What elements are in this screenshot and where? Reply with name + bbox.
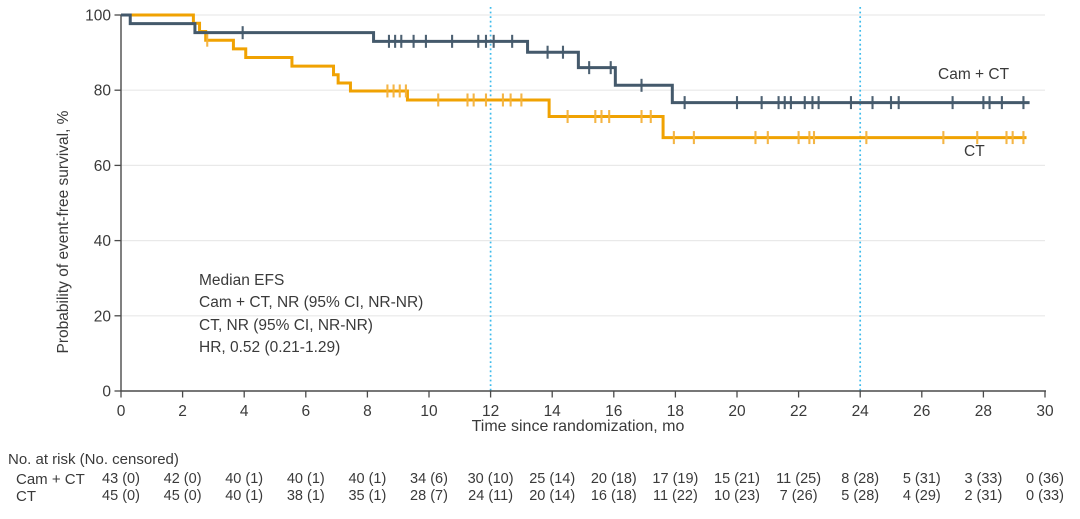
risk-cell: 40 (1)	[348, 471, 387, 487]
km-curve-Cam+CT	[121, 13, 1030, 105]
x-axis-title: Time since randomization, mo	[471, 418, 685, 435]
risk-cell: 3 (33)	[964, 471, 1003, 487]
x-tick-label: 2	[178, 403, 187, 420]
x-tick-label: 0	[117, 403, 126, 420]
x-tick-label: 12	[482, 403, 499, 420]
risk-cell: 0 (36)	[1026, 471, 1064, 487]
annotation-line-ct: CT, NR (95% CI, NR-NR)	[199, 316, 373, 334]
risk-cell: 24 (11)	[468, 488, 514, 504]
risk-row-label-ct: CT	[16, 488, 36, 505]
risk-cell: 40 (1)	[225, 488, 264, 504]
risk-cell: 11 (22)	[652, 488, 698, 504]
risk-cell: 8 (28)	[841, 471, 880, 487]
risk-cell: 40 (1)	[286, 471, 325, 487]
risk-cell: 15 (21)	[714, 471, 760, 487]
median-efs-annotation: Median EFS Cam + CT, NR (95% CI, NR-NR) …	[199, 270, 423, 360]
x-tick-label: 16	[605, 403, 622, 420]
x-tick-label: 4	[240, 403, 249, 420]
risk-cell: 30 (10)	[467, 471, 514, 487]
risk-cell: 38 (1)	[286, 488, 325, 504]
series-label-cam-ct: Cam + CT	[938, 66, 1010, 83]
risk-cell: 28 (7)	[410, 488, 448, 504]
risk-cell: 25 (14)	[529, 471, 576, 487]
x-tick-label: 28	[975, 403, 992, 420]
series-label-ct: CT	[964, 143, 985, 160]
x-tick-label: 18	[667, 403, 684, 420]
y-tick-label: 40	[94, 233, 112, 250]
x-tick-label: 30	[1036, 403, 1054, 420]
risk-row-label-cam-ct: Cam + CT	[16, 471, 85, 488]
x-tick-label: 22	[790, 403, 807, 420]
x-tick-label: 24	[852, 403, 870, 420]
y-tick-label: 80	[94, 83, 112, 100]
risk-cell: 11 (25)	[776, 471, 822, 487]
risk-cell: 40 (1)	[225, 471, 264, 487]
annotation-line-title: Median EFS	[199, 272, 285, 289]
annotation-line-hr: HR, 0.52 (0.21-1.29)	[199, 339, 341, 357]
risk-cell: 45 (0)	[163, 488, 202, 504]
y-tick-label: 60	[94, 158, 112, 175]
risk-cell: 17 (19)	[652, 471, 699, 487]
annotation-line-cam-ct: Cam + CT, NR (95% CI, NR-NR)	[199, 294, 424, 312]
risk-cell: 5 (31)	[902, 471, 941, 487]
x-tick-label: 26	[913, 403, 930, 420]
risk-cell: 5 (28)	[841, 488, 880, 504]
y-tick-label: 0	[102, 384, 111, 401]
risk-cell: 4 (29)	[902, 488, 941, 504]
risk-cell: 10 (23)	[714, 488, 760, 504]
risk-cell: 45 (0)	[102, 488, 140, 504]
x-tick-label: 14	[544, 403, 562, 420]
risk-cell: 0 (33)	[1026, 488, 1064, 504]
risk-cell: 42 (0)	[163, 471, 202, 487]
risk-cell: 35 (1)	[348, 488, 387, 504]
x-tick-label: 8	[363, 403, 372, 420]
risk-cell: 20 (14)	[529, 488, 576, 504]
risk-cell: 34 (6)	[410, 471, 448, 487]
x-tick-label: 20	[728, 403, 746, 420]
risk-cell: 20 (18)	[590, 471, 637, 487]
x-tick-label: 10	[420, 403, 438, 420]
x-tick-label: 6	[301, 403, 310, 420]
y-tick-label: 20	[94, 308, 112, 325]
y-tick-label: 100	[85, 8, 111, 25]
y-axis-title: Probability of event-free survival, %	[55, 110, 72, 354]
risk-cell: 16 (18)	[590, 488, 637, 504]
risk-cell: 7 (26)	[779, 488, 818, 504]
risk-cell: 43 (0)	[102, 471, 140, 487]
risk-table-header: No. at risk (No. censored)	[8, 451, 179, 468]
risk-cell: 2 (31)	[964, 488, 1003, 504]
